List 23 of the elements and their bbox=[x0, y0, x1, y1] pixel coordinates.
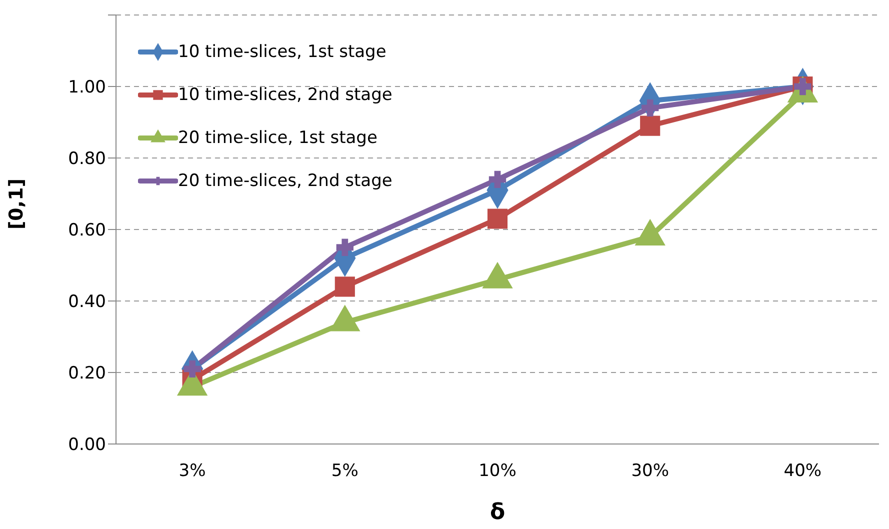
point bbox=[336, 238, 354, 256]
y-tick-label: 0.40 bbox=[68, 292, 106, 312]
y-axis-title: [0,1] bbox=[6, 178, 28, 230]
legend-label: 10 time-slices, 1st stage bbox=[178, 42, 386, 62]
x-tick-label: 3% bbox=[178, 461, 206, 482]
x-tick-label: 30% bbox=[631, 461, 669, 482]
point bbox=[334, 276, 355, 297]
x-tick-label: 10% bbox=[478, 461, 516, 482]
point bbox=[488, 170, 506, 188]
y-tick-label: 0.60 bbox=[68, 220, 106, 241]
legend-label: 10 time-slices, 2nd stage bbox=[178, 84, 392, 104]
y-tick-label: 1.00 bbox=[68, 78, 106, 98]
x-axis-title: δ bbox=[490, 500, 506, 525]
y-tick-label: 0.80 bbox=[68, 149, 106, 170]
x-tick-label: 40% bbox=[784, 461, 822, 482]
point bbox=[487, 208, 508, 229]
point bbox=[642, 99, 659, 117]
point bbox=[640, 116, 660, 136]
y-tick-label: 0.20 bbox=[68, 364, 106, 384]
legend-label: 20 time-slice, 1st stage bbox=[178, 128, 378, 148]
x-tick-label: 5% bbox=[331, 461, 358, 482]
legend-label: 20 time-slices, 2nd stage bbox=[178, 170, 392, 190]
y-tick-label: 0.00 bbox=[68, 435, 106, 456]
